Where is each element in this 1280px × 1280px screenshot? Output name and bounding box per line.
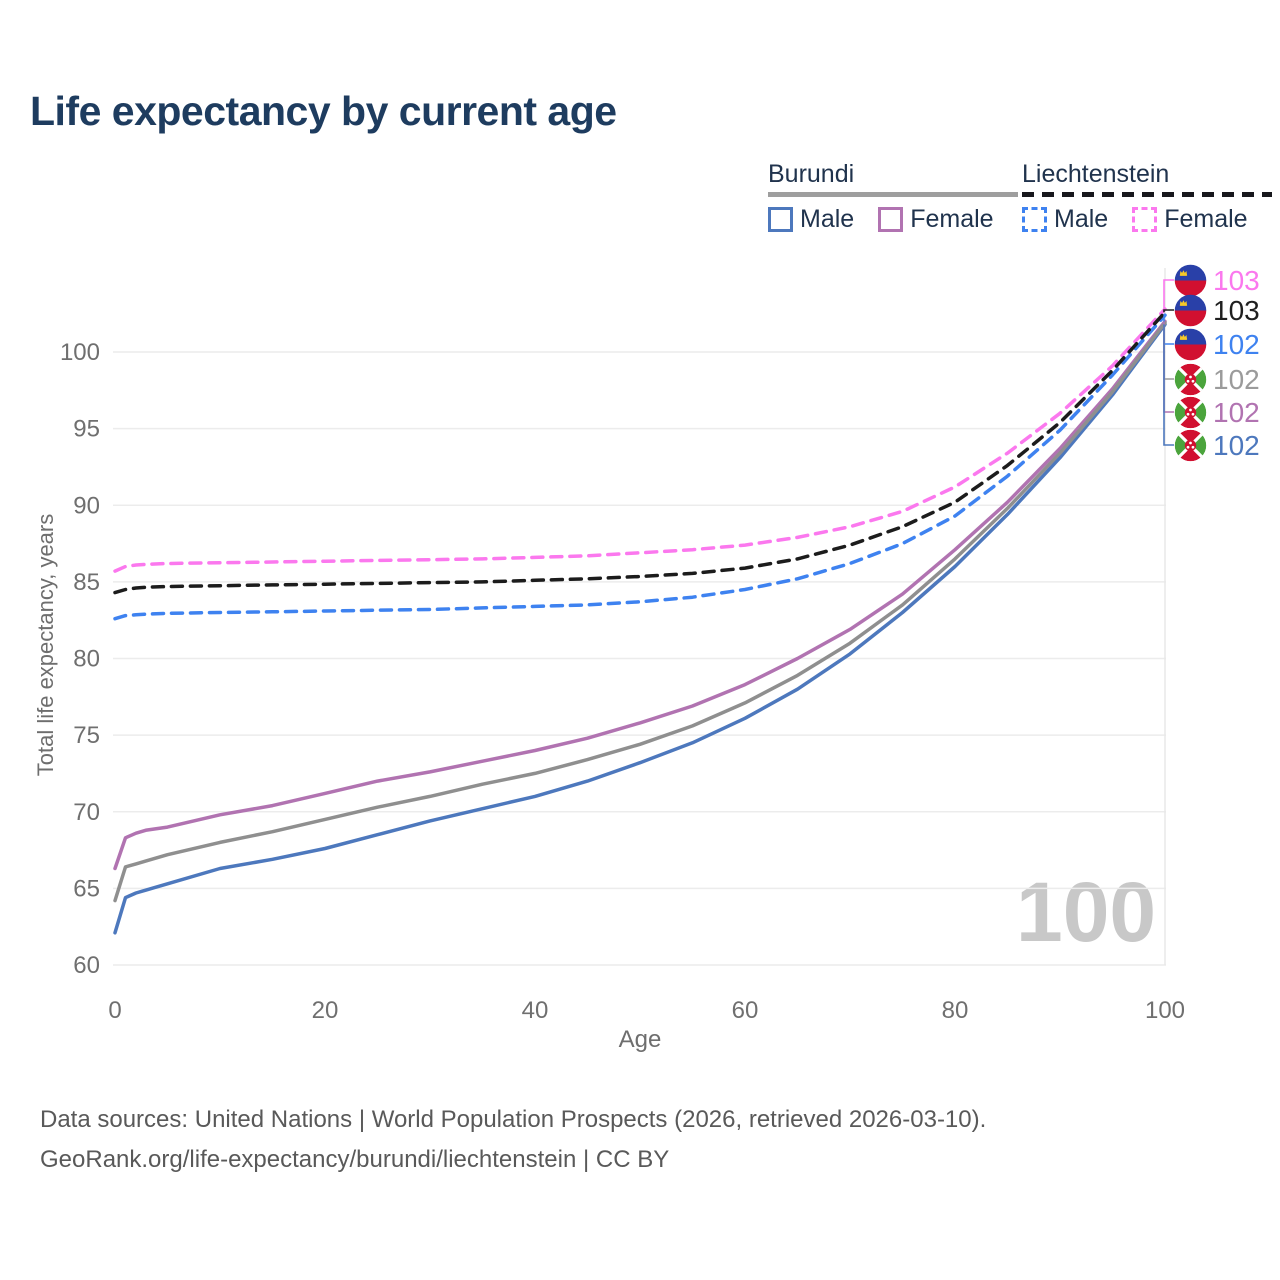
end-label-value: 102 (1213, 328, 1260, 360)
y-tick-label-90: 90 (73, 492, 100, 519)
y-tick-label-60: 60 (73, 952, 100, 979)
x-axis-title: Age (618, 1026, 662, 1053)
legend-country-burundi: Burundi (768, 160, 855, 188)
end-label-value: 103 (1213, 264, 1260, 296)
end-label-row-liechtenstein-both: 103 (1174, 294, 1260, 327)
liechtenstein-flag-icon (1174, 328, 1207, 361)
burundi-flag-icon (1174, 363, 1207, 396)
end-label-row-liechtenstein-male: 102 (1174, 328, 1260, 361)
x-tick-label-20: 20 (312, 997, 339, 1024)
series-line-liechtenstein-both (113, 310, 1167, 595)
legend-underline-liechtenstein (1022, 192, 1272, 197)
end-label-value: 102 (1213, 429, 1260, 461)
end-label-row-liechtenstein-female: 103 (1174, 264, 1260, 297)
y-tick-label-85: 85 (73, 569, 100, 596)
legend-group-liechtenstein: Liechtenstein Male Female (1022, 160, 1272, 234)
legend-country-liechtenstein: Liechtenstein (1022, 160, 1170, 188)
legend-label-burundi-female: Female (910, 205, 994, 233)
series-line-burundi-male (113, 322, 1167, 935)
series-line-burundi-both (113, 321, 1167, 903)
page-title: Life expectancy by current age (30, 88, 617, 134)
legend-item-burundi-female[interactable]: Female (878, 205, 994, 234)
y-tick-label-75: 75 (73, 722, 100, 749)
legend-group-burundi: Burundi Male Female (768, 160, 1018, 234)
liechtenstein-flag-icon (1174, 264, 1207, 297)
legend-item-liechtenstein-female[interactable]: Female (1132, 205, 1248, 234)
legend-label-liechtenstein-male: Male (1054, 205, 1109, 233)
footer-attribution-link: GeoRank.org/life-expectancy/burundi/liec… (40, 1146, 670, 1173)
leader-line (1163, 279, 1174, 310)
burundi-flag-icon (1174, 429, 1207, 462)
y-tick-label-80: 80 (73, 646, 100, 673)
end-label-value: 102 (1213, 363, 1260, 395)
age-counter-watermark: 100 (1016, 865, 1157, 959)
liechtenstein-flag-icon (1174, 294, 1207, 327)
legend-label-liechtenstein-female: Female (1164, 205, 1248, 233)
legend-swatch-burundi-female-icon (878, 207, 904, 232)
footer-data-sources: Data sources: United Nations | World Pop… (40, 1106, 987, 1133)
legend-swatch-liechtenstein-female-icon (1132, 207, 1158, 232)
y-tick-label-70: 70 (73, 799, 100, 826)
x-tick-label-60: 60 (732, 997, 759, 1024)
end-label-row-burundi-both: 102 (1174, 363, 1260, 396)
end-label-row-burundi-female: 102 (1174, 396, 1260, 429)
legend-item-burundi-male[interactable]: Male (768, 205, 854, 234)
y-tick-label-95: 95 (73, 416, 100, 443)
legend-item-liechtenstein-male[interactable]: Male (1022, 205, 1108, 234)
end-label-row-burundi-male: 102 (1174, 429, 1260, 462)
end-label-value: 103 (1213, 294, 1260, 326)
y-tick-label-65: 65 (73, 875, 100, 902)
y-tick-label-100: 100 (60, 339, 100, 366)
x-tick-label-40: 40 (522, 997, 549, 1024)
series-line-liechtenstein-male (113, 313, 1167, 621)
legend-swatch-liechtenstein-male-icon (1022, 207, 1047, 232)
series-line-burundi-female (113, 319, 1167, 871)
x-tick-label-0: 0 (108, 997, 121, 1024)
x-tick-label-100: 100 (1145, 997, 1185, 1024)
legend-underline-burundi (768, 192, 1018, 197)
series-line-liechtenstein-female (113, 307, 1167, 573)
x-tick-label-80: 80 (942, 997, 969, 1024)
leader-line (1163, 309, 1174, 313)
legend-label-burundi-male: Male (800, 205, 855, 233)
legend-swatch-burundi-male-icon (768, 207, 793, 232)
burundi-flag-icon (1174, 396, 1207, 429)
end-label-value: 102 (1213, 396, 1260, 428)
leader-line (1163, 324, 1174, 446)
